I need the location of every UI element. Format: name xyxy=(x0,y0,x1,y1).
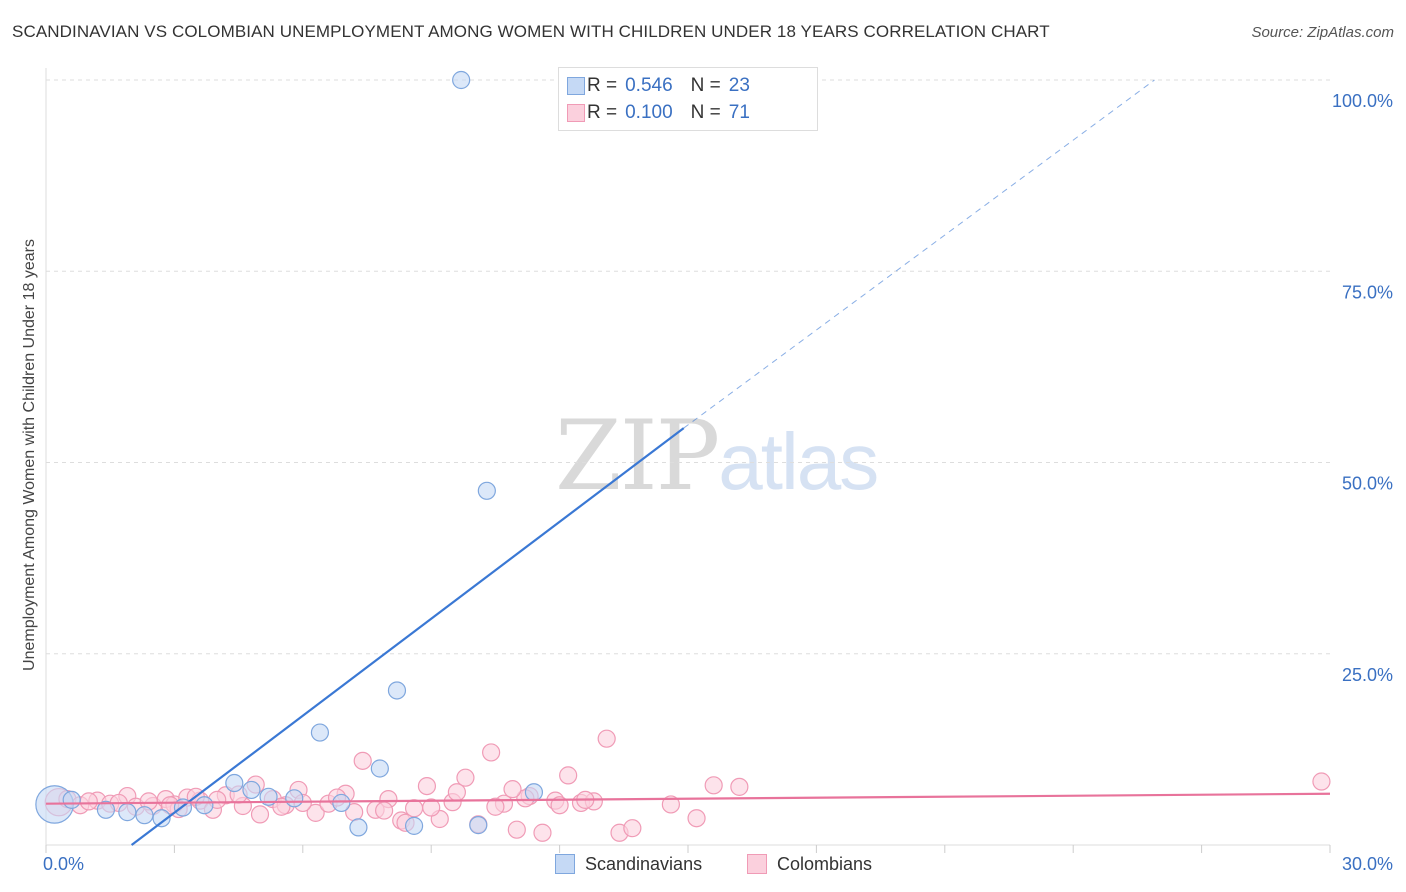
scandinavian-point xyxy=(524,783,544,802)
r-value: 0.100 xyxy=(625,102,673,123)
scandinavians-swatch-icon xyxy=(567,77,585,95)
colombian-point xyxy=(422,798,441,817)
colombian-point xyxy=(375,801,394,820)
watermark-zip: ZIP xyxy=(555,400,720,512)
scandinavian-point xyxy=(62,790,81,809)
colombian-point xyxy=(559,766,578,785)
colombian-point xyxy=(482,743,501,762)
scandinavian-point xyxy=(310,723,330,742)
legend-item-scandinavians[interactable]: Scandinavians xyxy=(555,852,702,876)
scandinavian-point xyxy=(404,816,424,835)
colombians-legend-icon xyxy=(747,854,767,874)
colombian-point xyxy=(1312,772,1331,791)
scandinavians-legend-icon xyxy=(555,854,575,874)
n-value: 23 xyxy=(728,75,750,96)
colombian-point xyxy=(661,795,680,814)
colombian-point xyxy=(550,796,569,815)
scandinavian-point xyxy=(477,481,496,500)
colombian-point xyxy=(623,819,642,838)
legend-item-colombians[interactable]: Colombians xyxy=(747,852,872,876)
scandinavian-point xyxy=(118,803,137,822)
scandinavian-point xyxy=(195,796,214,815)
scandinavian-trend-extension xyxy=(683,79,1155,429)
colombian-point xyxy=(507,820,526,839)
n-label: N = xyxy=(690,75,721,96)
colombians-swatch-icon xyxy=(567,104,585,122)
scandinavian-point xyxy=(225,773,244,793)
scandinavian-point xyxy=(387,681,407,700)
colombian-point xyxy=(353,751,372,770)
colombian-point xyxy=(503,780,522,799)
source-credit: Source: ZipAtlas.com xyxy=(1251,24,1394,41)
colombian-point xyxy=(704,776,723,795)
stats-legend-row-colombians: R = 0.100 N = 71 xyxy=(567,101,768,125)
r-value: 0.546 xyxy=(625,75,673,96)
y-tick-label: 25.0% xyxy=(1342,665,1393,685)
colombian-point xyxy=(687,809,706,828)
colombian-point xyxy=(250,805,270,824)
colombian-point xyxy=(417,776,437,796)
x-tick-label-min: 0.0% xyxy=(43,854,84,874)
colombian-point xyxy=(597,729,616,748)
y-tick-label: 75.0% xyxy=(1342,282,1393,302)
colombian-trend-line xyxy=(45,792,1331,805)
colombian-point xyxy=(456,768,475,787)
scandinavian-point xyxy=(452,70,471,90)
y-tick-label: 100.0% xyxy=(1332,91,1393,111)
r-label: R = xyxy=(587,102,618,123)
scandinavian-point xyxy=(135,806,154,825)
legend-label-scandinavians: Scandinavians xyxy=(585,853,703,874)
r-label: R = xyxy=(587,75,618,96)
watermark-atlas: atlas xyxy=(718,417,879,506)
stats-legend-row-scandinavians: R = 0.546 N = 23 xyxy=(567,74,768,98)
scandinavian-point xyxy=(242,780,261,800)
colombian-point xyxy=(730,777,749,796)
scandinavian-point xyxy=(285,789,304,808)
scandinavian-trend-line xyxy=(130,427,685,846)
n-value: 71 xyxy=(728,102,750,123)
n-label: N = xyxy=(690,102,721,123)
chart-title: SCANDINAVIAN VS COLOMBIAN UNEMPLOYMENT A… xyxy=(12,22,1050,41)
scandinavian-point xyxy=(469,816,488,835)
colombian-point xyxy=(486,797,505,816)
scandinavian-point xyxy=(349,818,368,837)
scandinavian-point xyxy=(370,759,389,778)
scandinavian-point xyxy=(152,809,171,828)
y-tick-label: 50.0% xyxy=(1342,474,1393,494)
colombian-point xyxy=(306,803,325,822)
x-tick-label-max: 30.0% xyxy=(1342,854,1393,874)
legend-label-colombians: Colombians xyxy=(777,853,873,874)
colombian-point xyxy=(533,823,552,842)
watermark: ZIPatlas xyxy=(555,400,879,512)
colombian-point xyxy=(447,783,466,802)
scandinavian-point xyxy=(332,793,351,813)
stats-legend: R = 0.546 N = 23 R = 0.100 N = 71 xyxy=(558,67,818,131)
scandinavian-point xyxy=(96,800,116,819)
colombian-point xyxy=(79,792,98,811)
